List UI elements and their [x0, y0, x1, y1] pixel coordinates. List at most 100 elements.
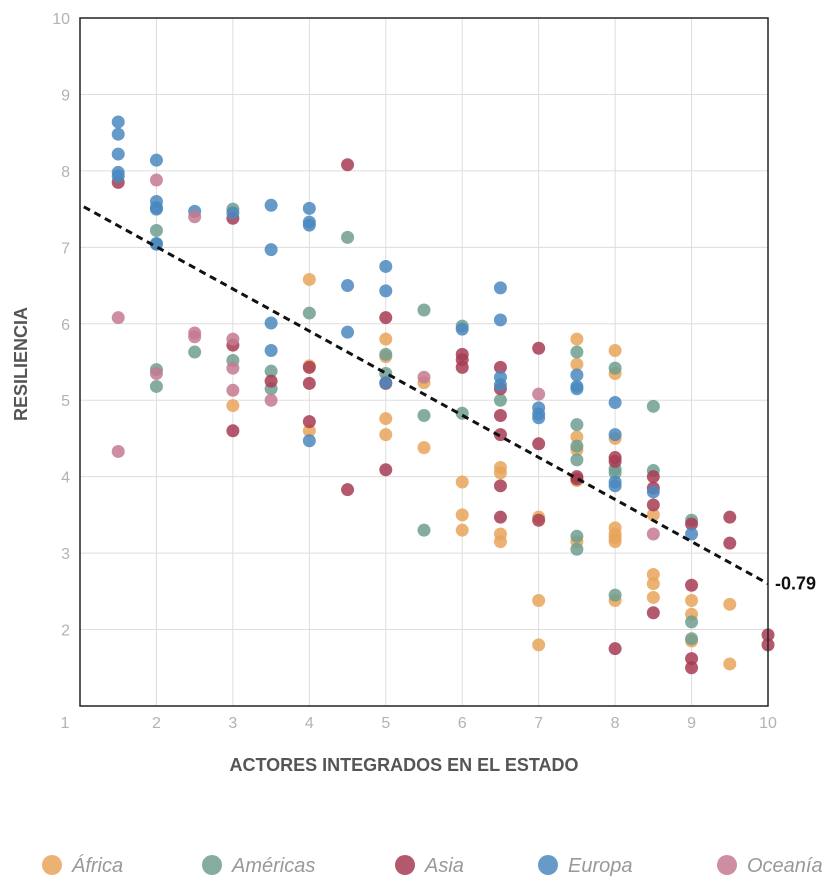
data-point — [608, 344, 622, 358]
data-point — [379, 376, 393, 390]
data-point — [646, 508, 660, 522]
y-tick-label: 10 — [52, 11, 70, 28]
data-point — [379, 259, 393, 273]
data-point — [302, 434, 316, 448]
data-point — [111, 444, 125, 458]
legend-marker — [395, 855, 415, 875]
data-point — [455, 523, 469, 537]
legend-item: Europa — [538, 855, 633, 877]
x-tick-label: 1 — [61, 715, 70, 732]
data-point — [111, 127, 125, 141]
plot-frame — [79, 17, 769, 707]
data-point — [264, 393, 278, 407]
trend-label: -0.79 — [775, 574, 816, 594]
data-point — [570, 529, 584, 543]
data-point — [455, 360, 469, 374]
data-point — [379, 463, 393, 477]
data-point — [646, 470, 660, 484]
data-point — [455, 508, 469, 522]
y-tick-label: 7 — [61, 240, 70, 257]
data-point — [302, 272, 316, 286]
data-point — [608, 588, 622, 602]
x-axis-title: ACTORES INTEGRADOS EN EL ESTADO — [229, 755, 578, 775]
data-point — [493, 466, 507, 480]
data-point — [302, 376, 316, 390]
data-point — [417, 523, 431, 537]
data-point — [646, 606, 660, 620]
data-point — [188, 330, 202, 344]
data-point — [685, 594, 699, 608]
data-point — [646, 577, 660, 591]
data-point — [149, 366, 163, 380]
data-point — [608, 642, 622, 656]
x-axis-ticks: 1 2 3 4 5 6 7 8 9 10 — [61, 715, 777, 732]
data-point — [646, 527, 660, 541]
data-point — [493, 313, 507, 327]
grid — [80, 18, 768, 706]
data-point — [264, 316, 278, 330]
data-point — [149, 173, 163, 187]
data-point — [608, 396, 622, 410]
data-points — [111, 115, 775, 675]
y-axis-ticks: 2 3 4 5 6 7 8 9 10 — [52, 11, 70, 640]
data-point — [608, 466, 622, 480]
data-point — [417, 409, 431, 423]
data-point — [493, 393, 507, 407]
data-point — [302, 218, 316, 232]
legend-label: Asia — [424, 855, 464, 877]
data-point — [226, 206, 240, 220]
data-point — [302, 306, 316, 320]
data-point — [493, 479, 507, 493]
data-point — [226, 399, 240, 413]
x-tick-label: 5 — [381, 715, 390, 732]
data-point — [149, 202, 163, 216]
data-point — [379, 284, 393, 298]
data-point — [493, 409, 507, 423]
y-tick-label: 4 — [61, 470, 70, 487]
data-point — [111, 169, 125, 183]
data-point — [532, 638, 546, 652]
data-point — [149, 153, 163, 167]
data-point — [302, 360, 316, 374]
data-point — [685, 632, 699, 646]
data-point — [685, 527, 699, 541]
data-point — [379, 311, 393, 325]
data-point — [608, 428, 622, 442]
x-tick-label: 9 — [687, 715, 696, 732]
trend-line — [83, 205, 769, 586]
legend-marker — [717, 855, 737, 875]
data-point — [646, 498, 660, 512]
data-point — [111, 115, 125, 129]
y-tick-label: 3 — [61, 546, 70, 563]
data-point — [302, 424, 316, 438]
data-point — [532, 411, 546, 425]
data-point — [188, 210, 202, 224]
y-tick-label: 6 — [61, 317, 70, 334]
data-point — [532, 437, 546, 451]
data-point — [302, 415, 316, 429]
data-point — [264, 344, 278, 358]
data-point — [264, 374, 278, 388]
data-point — [341, 483, 355, 497]
x-tick-label: 7 — [534, 715, 543, 732]
data-point — [493, 360, 507, 374]
legend-item: Oceanía — [717, 855, 823, 877]
data-point — [608, 535, 622, 549]
data-point — [264, 198, 278, 212]
data-point — [226, 361, 240, 375]
legend-label: África — [71, 854, 123, 877]
x-tick-label: 4 — [305, 715, 314, 732]
data-point — [417, 370, 431, 384]
data-point — [493, 510, 507, 524]
data-point — [302, 201, 316, 215]
data-point — [264, 243, 278, 257]
data-point — [570, 418, 584, 432]
legend-label: Europa — [568, 855, 633, 877]
data-point — [646, 590, 660, 604]
legend-label: Américas — [231, 855, 315, 877]
data-point — [723, 657, 737, 671]
data-point — [188, 345, 202, 359]
data-point — [570, 357, 584, 371]
data-point — [111, 147, 125, 161]
y-tick-label: 9 — [61, 87, 70, 104]
